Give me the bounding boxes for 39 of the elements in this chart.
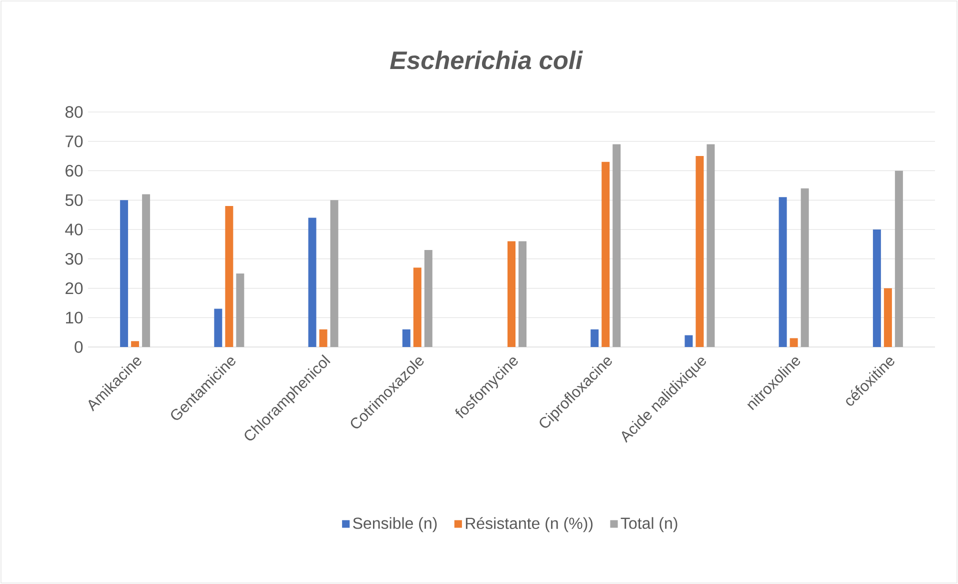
- y-tick-label: 20: [66, 282, 83, 294]
- bar: [872, 229, 881, 347]
- y-tick-label: 50: [65, 194, 83, 206]
- bar: [894, 170, 903, 347]
- bar: [131, 341, 140, 347]
- bar: [778, 197, 787, 347]
- y-tick-label: 70: [66, 135, 83, 148]
- bar: [142, 194, 150, 347]
- bar: [602, 162, 610, 347]
- y-tick-label: 60: [66, 164, 83, 177]
- bar: [684, 335, 693, 347]
- bar: [236, 274, 244, 347]
- y-tick-label: 80: [65, 106, 83, 118]
- bar: [330, 200, 338, 347]
- legend-label: Total (n): [620, 517, 678, 532]
- bar: [308, 218, 316, 347]
- bar: [225, 206, 234, 347]
- bar: [800, 188, 809, 347]
- y-tick-label: 10: [66, 312, 83, 324]
- y-tick-label: 0: [74, 341, 83, 353]
- bar: [696, 156, 704, 347]
- y-tick-label: 40: [65, 224, 83, 236]
- bar: [319, 329, 328, 347]
- bar: [424, 250, 432, 347]
- legend-label: Résistante (n (%)): [466, 517, 593, 532]
- bar: [402, 329, 410, 347]
- bar: [214, 308, 222, 347]
- bar: [590, 329, 599, 347]
- bar: [612, 144, 621, 347]
- bar: [120, 200, 128, 347]
- chart-title: Escherichia coli: [390, 50, 583, 70]
- bar: [884, 288, 892, 347]
- legend-label: Sensible (n): [353, 517, 437, 532]
- bar: [413, 268, 422, 347]
- y-tick-label: 30: [65, 252, 83, 265]
- bar: [790, 338, 798, 347]
- bar: [518, 241, 526, 347]
- bar: [507, 241, 516, 347]
- bar: [706, 144, 715, 347]
